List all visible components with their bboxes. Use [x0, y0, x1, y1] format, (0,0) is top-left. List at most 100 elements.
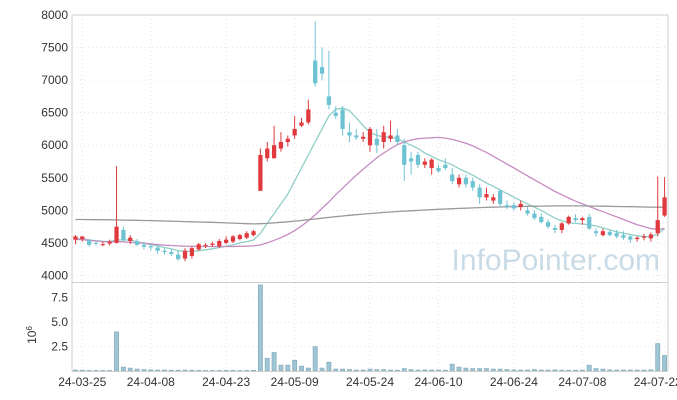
- candle-body: [621, 235, 626, 238]
- candle-body: [87, 240, 92, 245]
- candle: [580, 216, 585, 225]
- candle-body: [491, 197, 496, 201]
- volume-bar: [148, 369, 154, 372]
- candle-body: [354, 135, 359, 138]
- candle: [525, 207, 530, 216]
- candle-body: [662, 197, 667, 216]
- candle: [224, 236, 229, 245]
- candle: [532, 210, 537, 221]
- candle-body: [374, 138, 379, 146]
- candle: [648, 232, 653, 242]
- candle-body: [566, 216, 571, 224]
- candle: [470, 177, 475, 191]
- candle: [415, 151, 421, 169]
- candle-body: [381, 132, 386, 142]
- price-tick-label: 6000: [41, 138, 68, 152]
- candle-body: [402, 145, 407, 165]
- candle-body: [278, 141, 284, 149]
- moving-average-line: [75, 136, 665, 248]
- candle: [573, 214, 578, 223]
- volume-bar: [408, 369, 414, 372]
- volume-bar: [120, 366, 126, 372]
- candle: [251, 229, 256, 237]
- candle-body: [333, 112, 338, 116]
- volume-bar: [456, 366, 462, 372]
- price-tick-label: 5000: [41, 203, 68, 217]
- candle: [443, 158, 448, 170]
- volume-bar: [340, 368, 346, 372]
- candle-body: [648, 234, 653, 239]
- volume-bar: [299, 365, 304, 372]
- candle-body: [306, 109, 311, 123]
- candle-body: [408, 158, 414, 162]
- volume-bar: [292, 359, 298, 372]
- candle: [436, 164, 441, 173]
- candle: [128, 235, 133, 245]
- candle-body: [367, 128, 373, 146]
- grid-layer: [72, 14, 668, 371]
- candle: [148, 244, 153, 251]
- x-tick-label: 24-05-09: [271, 375, 319, 389]
- candle-body: [114, 226, 119, 243]
- volume-bar: [655, 343, 661, 372]
- volume-bar: [251, 370, 256, 372]
- volume-bar: [319, 367, 325, 372]
- volume-bar: [436, 369, 441, 372]
- candle-body: [539, 216, 544, 223]
- candle: [621, 231, 626, 240]
- candle: [422, 158, 427, 169]
- candle-body: [573, 218, 578, 221]
- volume-tick-label: 2.5: [51, 340, 68, 354]
- volume-unit-label: 106: [25, 326, 40, 344]
- candle: [121, 226, 126, 242]
- x-tick-label: 24-05-24: [346, 375, 394, 389]
- volume-bar: [511, 369, 517, 372]
- candle: [258, 148, 263, 191]
- candle-body: [470, 181, 475, 188]
- candle-body: [189, 248, 195, 256]
- volume-bar: [538, 369, 544, 372]
- candle-body: [100, 244, 105, 246]
- candle: [196, 242, 201, 251]
- candle: [189, 246, 195, 259]
- volume-bar: [333, 368, 339, 372]
- candle-body: [641, 236, 647, 238]
- candle-body: [230, 236, 236, 242]
- volume-bar: [490, 368, 496, 372]
- candle: [182, 248, 188, 262]
- candle-body: [559, 223, 564, 230]
- candle: [162, 248, 167, 255]
- volume-bar: [196, 370, 202, 372]
- volume-bar: [79, 369, 85, 372]
- candle: [306, 99, 311, 125]
- volume-bar: [155, 369, 161, 372]
- candle: [539, 213, 544, 224]
- candle-body: [635, 237, 640, 240]
- volume-bar: [73, 369, 78, 372]
- volume-bar: [442, 369, 448, 372]
- candle: [354, 128, 359, 141]
- volume-bar: [168, 369, 174, 372]
- candle-body: [429, 159, 434, 169]
- volume-bar: [141, 369, 147, 372]
- candle-body: [169, 252, 174, 254]
- price-tick-label: 4000: [41, 268, 68, 282]
- candle: [388, 120, 393, 142]
- candle: [340, 106, 345, 136]
- candle-body: [361, 136, 366, 139]
- volume-bar: [641, 369, 647, 372]
- candle: [210, 241, 215, 247]
- candle: [395, 128, 400, 146]
- candle-body: [121, 229, 126, 240]
- candle: [367, 127, 373, 152]
- volume-bar: [497, 368, 503, 372]
- candle-body: [388, 135, 393, 139]
- volume-bar: [271, 352, 277, 372]
- candle: [361, 132, 366, 142]
- candle-body: [292, 128, 297, 136]
- candle-body: [525, 210, 530, 214]
- volume-bar: [422, 369, 428, 372]
- candle-body: [203, 244, 208, 246]
- volume-bar: [477, 368, 483, 372]
- candle: [504, 200, 510, 210]
